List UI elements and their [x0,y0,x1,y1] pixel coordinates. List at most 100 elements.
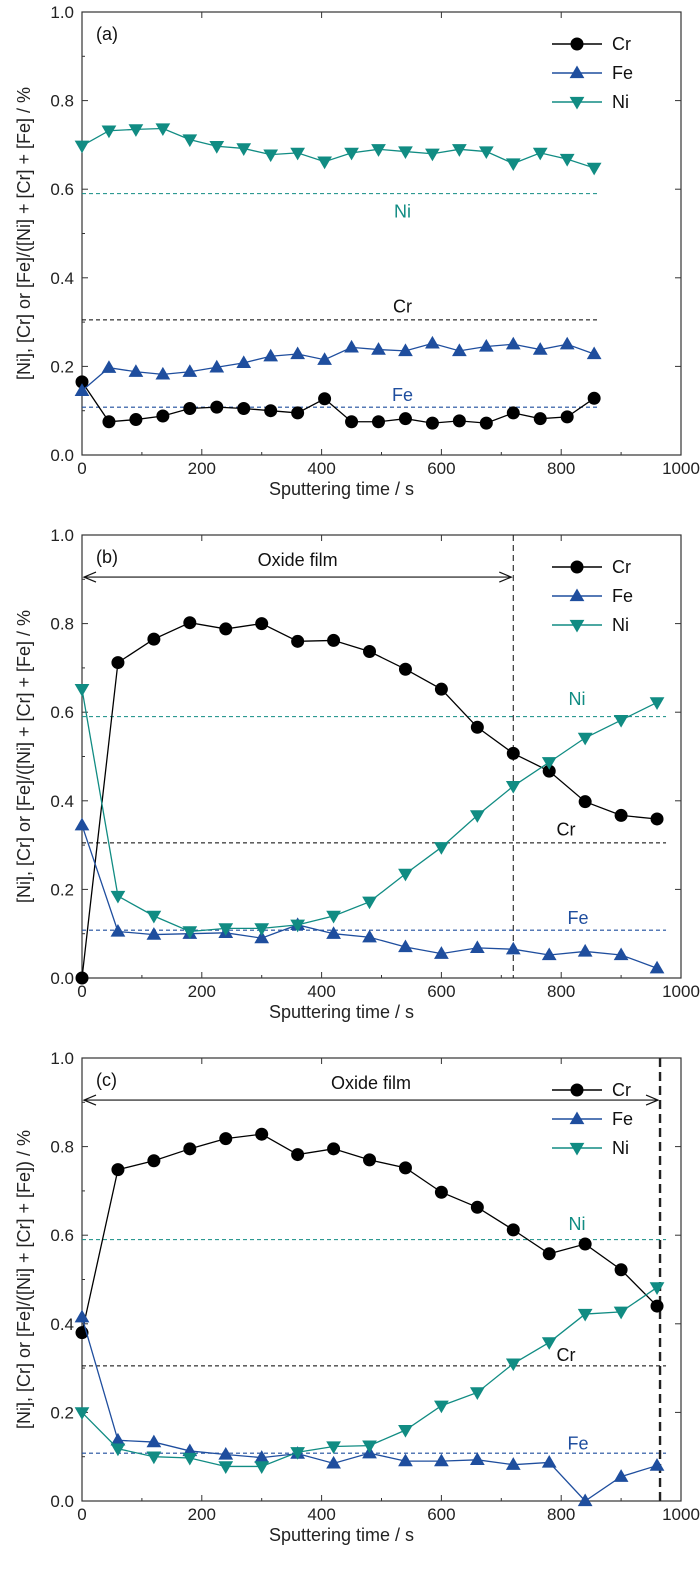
data-point-fe [326,926,341,939]
x-tick-label: 800 [547,459,575,478]
data-point-ni [398,868,413,882]
data-point-fe [74,1309,90,1323]
reference-label-ni: Ni [569,1214,586,1234]
y-tick-label: 0.8 [50,615,74,634]
y-tick-label: 0.8 [50,1138,74,1157]
data-point-ni [146,1451,162,1465]
data-point-ni [218,1461,234,1474]
panel-label: (a) [96,24,118,44]
reference-label-fe: Fe [567,908,588,928]
data-point-ni [532,147,548,161]
x-tick-label: 200 [188,459,216,478]
y-tick-label: 0.2 [50,880,74,899]
data-point-ni [434,842,449,855]
x-tick-label: 1000 [662,982,700,1001]
data-point-fe [586,346,602,360]
data-point-fe [469,940,485,954]
data-point-ni [649,697,665,710]
data-point-fe [110,923,126,937]
data-point-ni [649,1282,665,1295]
data-point-ni [155,123,171,137]
data-point-ni [559,153,575,167]
y-tick-label: 0.0 [50,446,74,465]
y-tick-label: 0.6 [50,1226,74,1245]
arrow-head-right [499,571,513,583]
data-point-fe [74,383,90,396]
data-point-cr [210,400,224,414]
arrow-head-right [645,1094,660,1106]
data-point-ni [254,923,270,936]
data-point-ni [101,125,117,139]
data-point-ni [613,1306,629,1320]
panel-label: (c) [96,1070,117,1090]
data-point-cr [219,622,233,636]
y-tick-label: 0.2 [50,1403,74,1422]
data-point-ni [146,910,162,924]
data-point-fe [649,960,665,974]
legend-label-fe: Fe [612,63,633,83]
data-point-cr [237,401,251,415]
plot-frame [81,534,682,979]
data-point-ni [434,1400,449,1414]
data-point-ni [478,146,494,160]
data-point-cr [587,391,601,405]
data-point-cr [470,720,484,734]
data-point-fe [146,1434,162,1448]
legend-marker-cr [570,560,584,574]
y-axis-label: [Ni], [Cr] or [Fe]/([Ni] + [Cr] + [Fe] /… [14,610,34,903]
data-point-cr [372,415,386,429]
legend-marker-ni [569,96,585,110]
reference-label-fe: Fe [392,385,413,405]
oxide-film-label: Oxide film [331,1073,411,1093]
data-point-ni [541,1337,557,1350]
legend-marker-cr [570,1083,584,1097]
data-point-ni [577,1308,593,1322]
data-point-fe [577,943,593,957]
data-point-cr [452,414,466,428]
data-point-fe [434,946,449,959]
y-tick-label: 0.0 [50,1492,74,1511]
data-point-fe [101,360,117,373]
legend-label-cr: Cr [612,557,631,577]
data-point-fe [263,348,279,362]
data-point-cr [111,656,125,670]
reference-label-ni: Ni [394,201,411,221]
data-point-cr [183,401,197,415]
y-tick-label: 0.6 [50,703,74,722]
data-point-fe [182,364,198,377]
data-point-ni [254,1461,270,1474]
data-point-ni [613,714,629,728]
data-point-ni [362,896,377,910]
x-tick-label: 600 [427,459,455,478]
data-point-ni [326,910,341,924]
data-point-cr [102,415,116,429]
data-point-cr [398,412,412,426]
data-point-ni [398,1424,413,1438]
data-point-fe [434,1453,449,1467]
legend-marker-fe [569,65,585,79]
data-point-fe [362,929,377,943]
data-point-ni [505,1358,521,1372]
panel-0: 0 200 400 600 800 1000 0.0 0.2 0.4 0.6 0.8 1.0 Sputt… [14,3,700,499]
plot-frame [81,11,682,456]
data-point-fe [469,1452,485,1465]
data-point-fe [236,355,252,369]
data-point-cr [327,633,341,647]
data-point-fe [371,342,386,355]
y-tick-label: 0.0 [50,969,74,988]
x-tick-label: 1000 [662,459,700,478]
legend-marker-ni [569,1142,585,1156]
data-point-ni [110,890,126,904]
x-tick-label: 0 [77,1505,86,1524]
data-point-fe [532,342,548,355]
y-tick-label: 1.0 [50,3,74,22]
data-point-ni [425,148,440,162]
data-point-cr [147,632,161,646]
x-tick-label: 1000 [662,1505,700,1524]
x-tick-label: 600 [427,982,455,1001]
x-tick-label: 0 [77,982,86,1001]
y-tick-label: 0.4 [50,1315,74,1334]
data-point-cr [291,406,305,420]
data-point-ni [344,147,359,161]
